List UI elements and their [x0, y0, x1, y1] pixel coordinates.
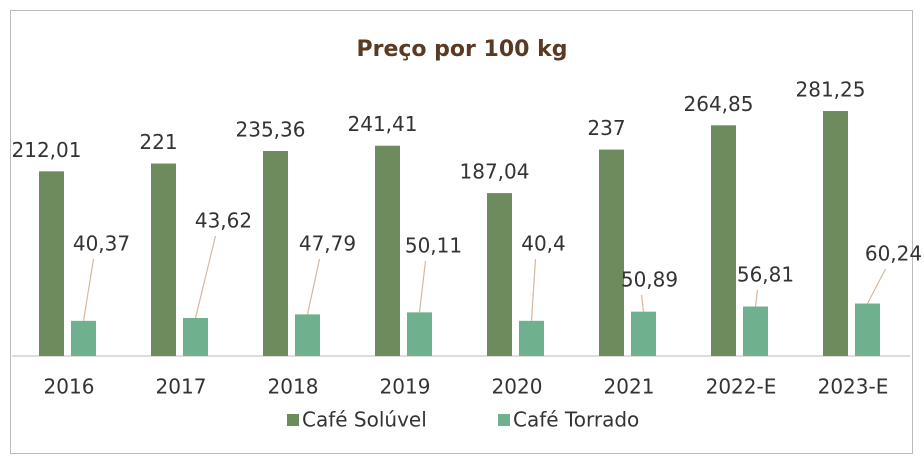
bar	[855, 303, 880, 356]
bar	[295, 314, 320, 356]
leader-line	[82, 258, 95, 321]
data-label: 235,36	[236, 118, 306, 142]
chart-border	[10, 10, 913, 454]
x-tick-label: 2019	[380, 375, 431, 399]
bar	[375, 145, 400, 356]
legend-label: Café Torrado	[513, 408, 639, 432]
legend-swatch	[498, 414, 510, 426]
data-label: 43,62	[195, 209, 252, 233]
leader-line	[306, 258, 321, 315]
x-tick-label: 2018	[268, 375, 319, 399]
data-label: 212,01	[12, 138, 82, 162]
x-tick-label: 2017	[156, 375, 207, 399]
data-label: 187,04	[460, 160, 530, 184]
data-label: 241,41	[348, 112, 418, 136]
leader-line	[418, 260, 427, 313]
bar	[407, 312, 432, 356]
x-tick-label: 2020	[492, 375, 543, 399]
leader-line	[866, 268, 887, 304]
x-tick-label: 2023-E	[818, 375, 889, 399]
data-label: 264,85	[684, 92, 754, 116]
bar	[71, 320, 96, 356]
x-tick-label: 2022-E	[706, 375, 777, 399]
bar	[631, 311, 656, 356]
data-label: 50,89	[621, 268, 678, 292]
leader-line	[754, 289, 759, 307]
bar	[823, 111, 848, 356]
data-label: 40,37	[73, 232, 130, 256]
bar	[711, 125, 736, 357]
bar	[487, 193, 512, 356]
legend-label: Café Solúvel	[302, 408, 427, 432]
data-label: 237	[587, 116, 625, 140]
x-tick-label: 2016	[44, 375, 95, 399]
legend-swatch	[287, 414, 299, 426]
bar	[599, 149, 624, 356]
leader-line	[640, 294, 645, 312]
leader-line	[530, 258, 537, 321]
bar	[183, 318, 208, 356]
bar	[519, 320, 544, 356]
data-label: 40,4	[521, 232, 566, 256]
data-label: 281,25	[796, 78, 866, 102]
data-label: 50,11	[405, 234, 462, 258]
leader-line	[194, 235, 217, 319]
data-label: 221	[139, 130, 177, 154]
bar	[151, 163, 176, 356]
data-label: 60,24	[865, 242, 922, 266]
x-tick-label: 2021	[604, 375, 655, 399]
bar	[743, 306, 768, 356]
data-label: 47,79	[299, 232, 356, 256]
bar	[39, 171, 64, 356]
bar	[263, 151, 288, 356]
data-label: 56,81	[737, 263, 794, 287]
chart-title: Preço por 100 kg	[356, 37, 567, 62]
